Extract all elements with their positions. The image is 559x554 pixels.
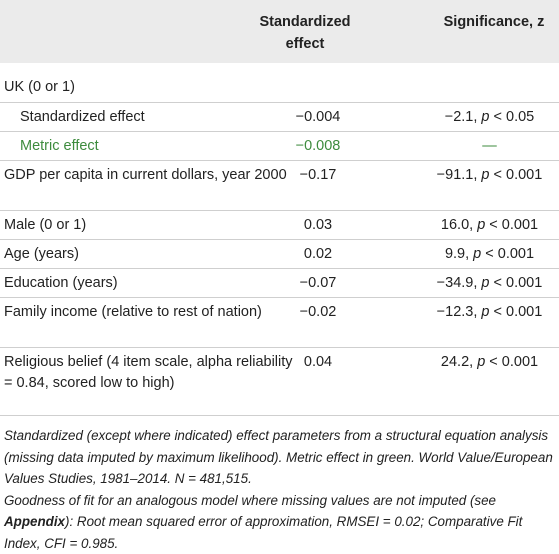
row-label: UK (0 or 1): [4, 77, 304, 98]
table-row: Family income (relative to rest of natio…: [0, 298, 559, 348]
table-row: Religious belief (4 item scale, alpha re…: [0, 348, 559, 416]
standardized-effect: 0.02: [258, 244, 378, 265]
table-row: UK (0 or 1): [0, 63, 559, 103]
significance-part: −2.1,: [445, 109, 482, 125]
significance-part: 24.2,: [441, 354, 477, 370]
table-row: Metric effect−0.008—: [0, 132, 559, 161]
significance-part: —: [482, 138, 497, 154]
significance-part: < 0.001: [485, 354, 538, 370]
significance-part: p: [481, 304, 489, 320]
significance-part: −34.9,: [437, 275, 482, 291]
column-header: Significance, z: [420, 11, 559, 33]
significance-part: 16.0,: [441, 217, 477, 233]
footnote-text: Standardized (except where indicated) ef…: [4, 428, 553, 486]
significance: 9.9, p < 0.001: [420, 244, 559, 265]
significance-part: < 0.001: [490, 275, 543, 291]
significance-part: p: [481, 109, 489, 125]
column-header: Standardized effect: [245, 11, 365, 55]
significance-part: < 0.05: [490, 109, 535, 125]
significance-part: p: [481, 167, 489, 183]
standardized-effect: −0.17: [258, 165, 378, 186]
footnote-text: Appendix: [4, 514, 65, 529]
significance: 16.0, p < 0.001: [420, 215, 559, 236]
significance: −2.1, p < 0.05: [420, 107, 559, 128]
table-row: Standardized effect−0.004−2.1, p < 0.05: [0, 103, 559, 132]
significance: 24.2, p < 0.001: [420, 352, 559, 373]
significance-part: < 0.001: [490, 167, 543, 183]
footnote: Standardized (except where indicated) ef…: [4, 425, 554, 554]
significance-part: −91.1,: [437, 167, 482, 183]
standardized-effect: −0.07: [258, 273, 378, 294]
significance-part: < 0.001: [485, 217, 538, 233]
header-band: Standardized effect Significance, z: [0, 0, 559, 63]
standardized-effect: −0.008: [258, 136, 378, 157]
significance-part: 9.9,: [445, 246, 473, 262]
significance-part: p: [481, 275, 489, 291]
footnote-text: Goodness of fit for an analogous model w…: [4, 493, 496, 508]
significance-part: < 0.001: [481, 246, 534, 262]
significance: −12.3, p < 0.001: [420, 302, 559, 323]
significance-part: < 0.001: [490, 304, 543, 320]
footnote-text: ): Root mean squared error of approximat…: [4, 514, 522, 551]
standardized-effect: −0.02: [258, 302, 378, 323]
standardized-effect: −0.004: [258, 107, 378, 128]
table-row: Education (years)−0.07−34.9, p < 0.001: [0, 269, 559, 298]
significance: −34.9, p < 0.001: [420, 273, 559, 294]
standardized-effect: 0.04: [258, 352, 378, 373]
significance: −91.1, p < 0.001: [420, 165, 559, 186]
footnote-paragraph: Goodness of fit for an analogous model w…: [4, 490, 554, 554]
significance-part: −12.3,: [437, 304, 482, 320]
significance: —: [420, 136, 559, 157]
standardized-effect: 0.03: [258, 215, 378, 236]
footnote-paragraph: Standardized (except where indicated) ef…: [4, 425, 554, 490]
table-row: GDP per capita in current dollars, year …: [0, 161, 559, 211]
